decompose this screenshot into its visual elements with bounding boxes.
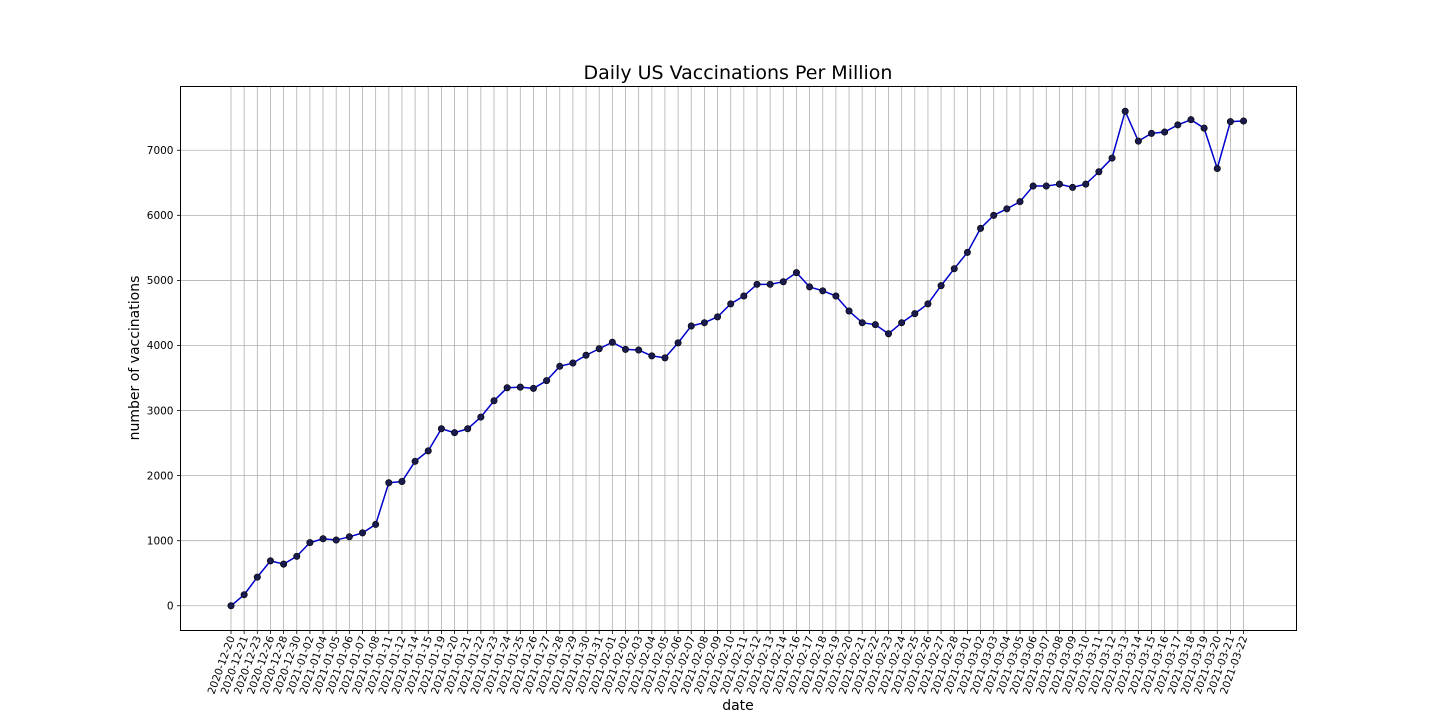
series-path [230, 109, 1244, 607]
data-point [424, 447, 432, 455]
data-point [543, 377, 551, 385]
data-point [319, 535, 327, 543]
y-tick-label: 7000 [147, 145, 174, 157]
data-point [1042, 182, 1050, 190]
y-tick-label: 2000 [147, 470, 174, 482]
data-point [832, 292, 840, 300]
data-point [1095, 168, 1103, 176]
y-tick-label: 1000 [147, 535, 174, 547]
data-point [1016, 198, 1024, 206]
data-point [1226, 118, 1234, 126]
y-tick-label: 4000 [147, 340, 174, 352]
data-point [1161, 128, 1169, 136]
data-point [1121, 107, 1129, 115]
data-point [569, 359, 577, 367]
x-axis-label: date [722, 698, 754, 714]
data-point [1187, 116, 1195, 124]
y-tick-label: 3000 [147, 405, 174, 417]
data-point [1069, 183, 1077, 191]
data-point [372, 520, 380, 528]
data-point [582, 351, 590, 359]
data-point [635, 346, 643, 354]
data-point [398, 477, 406, 485]
data-point [451, 429, 459, 437]
data-point [1108, 154, 1116, 162]
data-point [661, 354, 669, 362]
data-point [477, 413, 485, 421]
data-point [1174, 121, 1182, 129]
data-point [753, 280, 761, 288]
data-point [332, 536, 340, 544]
y-axis-ticks: 0 1000 2000 3000 4000 5000 6000 7000 [147, 145, 181, 612]
data-point [648, 352, 656, 360]
data-point [529, 384, 537, 392]
data-point [714, 313, 722, 321]
plot-frame [180, 86, 1297, 631]
data-point [858, 319, 866, 327]
y-tick-label: 0 [167, 600, 174, 612]
data-point [385, 479, 393, 487]
y-axis-label: number of vaccinations [127, 276, 143, 441]
data-point [990, 211, 998, 219]
data-point [1240, 117, 1248, 125]
data-point [1003, 205, 1011, 213]
data-point [898, 319, 906, 327]
data-point [608, 338, 616, 346]
data-point [687, 322, 695, 330]
data-point [674, 339, 682, 347]
data-point [779, 278, 787, 286]
data-point [1055, 180, 1063, 188]
data-point [977, 224, 985, 232]
data-point [293, 552, 301, 560]
data-point [306, 539, 314, 547]
grid-lines [180, 86, 1297, 631]
data-point [1213, 164, 1221, 172]
data-point [700, 319, 708, 327]
data-point [464, 425, 472, 433]
x-axis-ticks: 2020-12-202020-12-212020-12-232020-12-26… [206, 630, 1250, 696]
data-point [792, 269, 800, 277]
data-point [727, 300, 735, 308]
data-points [227, 107, 1248, 610]
y-tick-label: 5000 [147, 275, 174, 287]
data-point [556, 362, 564, 370]
data-point [884, 330, 892, 338]
data-point [437, 425, 445, 433]
chart-title: Daily US Vaccinations Per Million [584, 62, 893, 84]
data-point [280, 560, 288, 568]
data-point [516, 383, 524, 391]
data-point [911, 310, 919, 318]
data-point [766, 280, 774, 288]
data-point [845, 307, 853, 315]
data-point [963, 248, 971, 256]
data-point [924, 300, 932, 308]
data-point [411, 457, 419, 465]
data-point [950, 265, 958, 273]
data-point [806, 283, 814, 291]
data-point [1029, 182, 1037, 190]
data-point [819, 287, 827, 295]
data-point [227, 602, 235, 610]
data-point [266, 557, 274, 565]
data-point [595, 345, 603, 353]
data-point [937, 282, 945, 290]
data-point [871, 321, 879, 329]
data-point [358, 529, 366, 537]
data-point [1134, 137, 1142, 145]
series-line [230, 109, 1244, 607]
data-point [253, 573, 261, 581]
data-point [740, 292, 748, 300]
data-point [1148, 129, 1156, 137]
data-point [240, 591, 248, 599]
data-point [345, 533, 353, 541]
data-point [621, 345, 629, 353]
data-point [1200, 124, 1208, 132]
data-point [490, 397, 498, 405]
y-tick-label: 6000 [147, 210, 174, 222]
data-point [503, 384, 511, 392]
data-point [1082, 180, 1090, 188]
